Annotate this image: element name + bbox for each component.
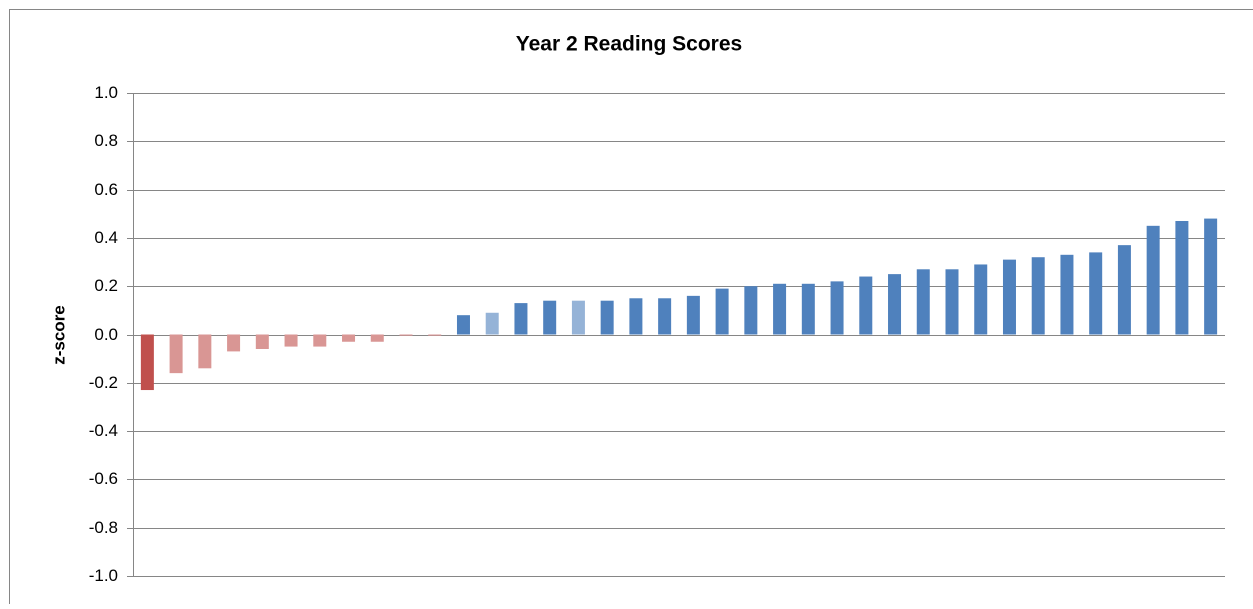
bar bbox=[888, 274, 901, 334]
y-tick-label: 0.8 bbox=[94, 131, 118, 150]
bar bbox=[285, 335, 298, 347]
bar bbox=[1003, 260, 1016, 335]
bar bbox=[486, 313, 499, 335]
bar bbox=[802, 284, 815, 335]
y-tick-label: -0.2 bbox=[89, 373, 118, 392]
bar bbox=[1089, 252, 1102, 334]
bar bbox=[831, 281, 844, 334]
bar bbox=[400, 335, 413, 336]
bar bbox=[1032, 257, 1045, 334]
bar bbox=[946, 269, 959, 334]
y-tick-label: 1.0 bbox=[94, 83, 118, 102]
bar bbox=[1204, 219, 1217, 335]
chart-title: Year 2 Reading Scores bbox=[516, 33, 742, 56]
bar bbox=[227, 335, 240, 352]
bar bbox=[974, 264, 987, 334]
y-tick-label: 0.0 bbox=[94, 325, 118, 344]
bar bbox=[256, 335, 269, 349]
bar bbox=[1147, 226, 1160, 335]
bar bbox=[141, 335, 154, 391]
bar bbox=[716, 289, 729, 335]
bar bbox=[371, 335, 384, 342]
bar bbox=[917, 269, 930, 334]
bar bbox=[1118, 245, 1131, 334]
bar bbox=[198, 335, 211, 369]
bar bbox=[1060, 255, 1073, 335]
bar bbox=[457, 315, 470, 334]
bar bbox=[629, 298, 642, 334]
bar bbox=[572, 301, 585, 335]
y-tick-label: 0.4 bbox=[94, 228, 118, 247]
bar bbox=[744, 286, 757, 334]
y-tick-label: -0.8 bbox=[89, 518, 118, 537]
y-tick-label: -0.6 bbox=[89, 469, 118, 488]
bar bbox=[170, 335, 183, 374]
y-axis-label: z-score bbox=[49, 305, 68, 365]
bar bbox=[543, 301, 556, 335]
bar bbox=[658, 298, 671, 334]
bar bbox=[773, 284, 786, 335]
bar bbox=[1175, 221, 1188, 335]
y-tick-label: 0.6 bbox=[94, 180, 118, 199]
bar bbox=[428, 335, 441, 336]
y-tick-label: -0.4 bbox=[89, 421, 118, 440]
bar bbox=[313, 335, 326, 347]
bar bbox=[687, 296, 700, 335]
bar bbox=[601, 301, 614, 335]
y-tick-label: -1.0 bbox=[89, 566, 118, 585]
bar bbox=[859, 277, 872, 335]
bar bbox=[342, 335, 355, 342]
y-tick-label: 0.2 bbox=[94, 276, 118, 295]
bar bbox=[514, 303, 527, 334]
